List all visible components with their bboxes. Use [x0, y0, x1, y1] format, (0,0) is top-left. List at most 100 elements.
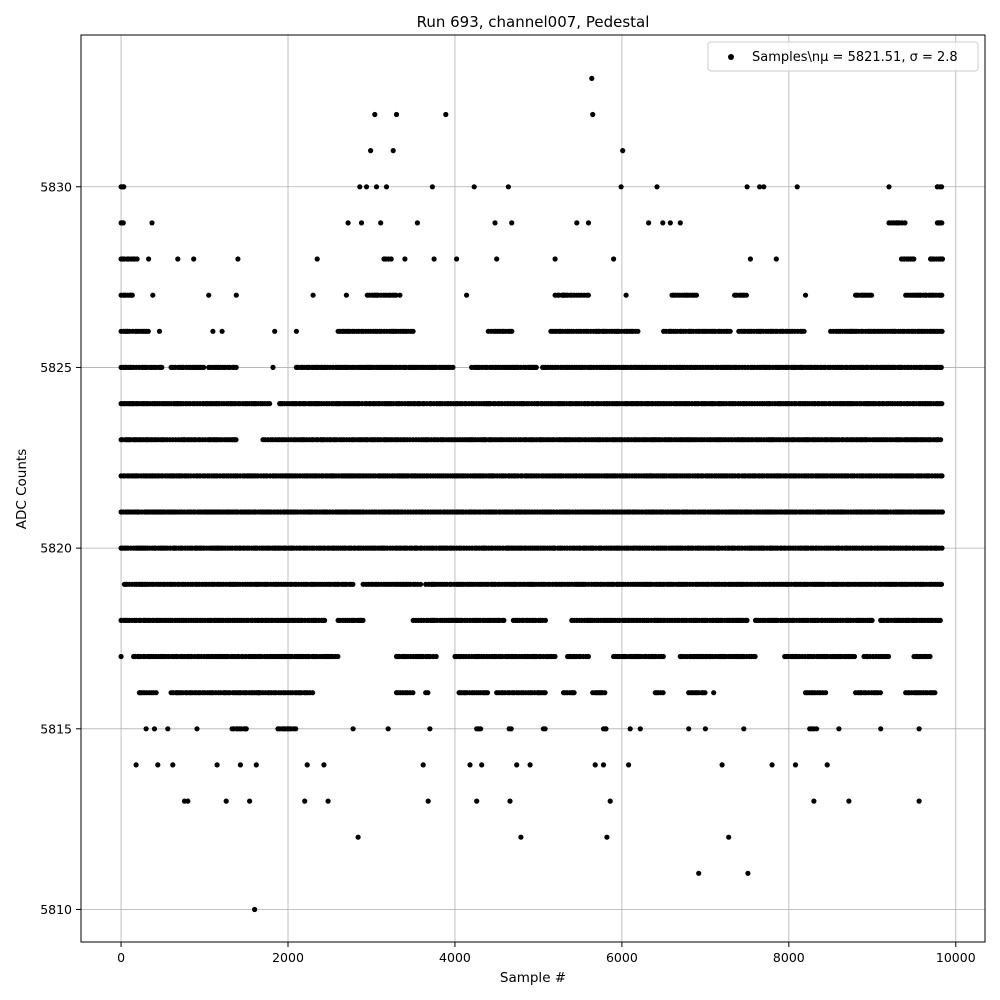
data-point — [932, 690, 938, 696]
y-tick-label: 5825 — [40, 360, 72, 375]
data-point — [256, 690, 262, 696]
y-tick-label: 5815 — [40, 721, 72, 736]
data-point — [702, 726, 709, 732]
data-point — [939, 184, 945, 190]
data-point — [654, 184, 660, 190]
data-point — [901, 256, 907, 262]
data-point — [433, 653, 439, 660]
axis-ticks: 0 2000 4000 6000 8000 10000 5810 5815 5820 5825 58… — [40, 179, 976, 965]
data-point — [170, 762, 176, 768]
data-point — [939, 473, 945, 479]
data-point — [894, 220, 901, 226]
data-point — [410, 328, 416, 334]
data-point — [585, 220, 592, 226]
data-point — [604, 834, 610, 840]
x-tick-label: 8000 — [773, 950, 805, 965]
data-point — [410, 690, 416, 696]
data-point — [514, 762, 520, 768]
data-point — [363, 184, 370, 190]
data-point — [928, 256, 934, 262]
data-point — [745, 870, 751, 876]
data-point — [677, 220, 683, 226]
data-point — [741, 726, 747, 732]
data-point — [284, 726, 290, 732]
data-point — [637, 726, 643, 732]
chart-title: Run 693, channel007, Pedestal — [417, 13, 650, 31]
legend-label-prefix: Samples\n — [752, 50, 820, 65]
data-point — [939, 256, 946, 262]
data-point — [357, 184, 363, 190]
data-point — [509, 328, 515, 334]
data-point — [744, 617, 750, 624]
data-point — [139, 581, 145, 587]
data-point — [358, 220, 365, 226]
data-point — [518, 834, 524, 840]
data-point — [508, 726, 514, 732]
data-point — [146, 256, 152, 262]
data-point — [431, 256, 437, 262]
data-point — [393, 111, 400, 118]
data-point — [902, 220, 908, 226]
data-point — [229, 726, 235, 732]
x-tick-label: 4000 — [439, 950, 471, 965]
data-point — [450, 364, 456, 370]
data-point — [626, 762, 632, 768]
y-tick-label: 5810 — [40, 902, 72, 917]
data-point — [310, 292, 316, 298]
x-tick-label: 6000 — [606, 950, 638, 965]
data-point — [314, 256, 320, 262]
data-point — [859, 292, 865, 298]
data-point — [484, 690, 491, 696]
data-point — [425, 690, 431, 696]
data-point — [159, 364, 165, 370]
data-point — [611, 256, 617, 262]
data-point — [585, 292, 592, 298]
data-point — [143, 726, 149, 732]
data-point — [233, 437, 239, 443]
data-point — [443, 111, 449, 118]
legend: Samples\nμ = 5821.51, σ = 2.8 — [707, 41, 979, 72]
data-point — [133, 473, 139, 479]
data-point — [660, 653, 666, 660]
data-point — [321, 762, 327, 768]
data-point — [885, 653, 892, 660]
data-point — [939, 401, 945, 407]
data-point — [747, 256, 754, 262]
data-point — [802, 292, 809, 298]
data-point — [153, 690, 159, 696]
data-point — [373, 184, 380, 190]
data-point — [814, 726, 820, 732]
data-point — [122, 292, 128, 298]
data-point — [414, 220, 420, 226]
data-point — [267, 401, 273, 407]
data-point — [607, 798, 613, 804]
data-point — [383, 184, 390, 190]
data-point — [542, 617, 549, 624]
data-point — [939, 545, 945, 551]
data-point — [253, 762, 259, 768]
data-point — [732, 292, 739, 298]
data-point — [378, 220, 384, 226]
data-point — [623, 292, 629, 298]
data-point — [345, 220, 351, 226]
data-point — [310, 690, 316, 696]
data-point — [135, 509, 141, 515]
data-point — [618, 184, 624, 190]
data-point — [552, 653, 558, 660]
data-point — [686, 726, 692, 732]
data-point — [916, 798, 922, 804]
data-point — [711, 690, 717, 696]
data-points — [118, 75, 946, 913]
data-point — [494, 256, 500, 262]
data-point — [535, 690, 542, 696]
data-point — [467, 762, 473, 768]
data-point — [667, 220, 673, 226]
data-point — [646, 220, 652, 226]
data-point — [402, 256, 408, 262]
data-point — [131, 437, 137, 443]
data-point — [235, 256, 241, 262]
data-point — [938, 364, 944, 370]
data-point — [542, 690, 548, 696]
data-point — [479, 762, 485, 768]
